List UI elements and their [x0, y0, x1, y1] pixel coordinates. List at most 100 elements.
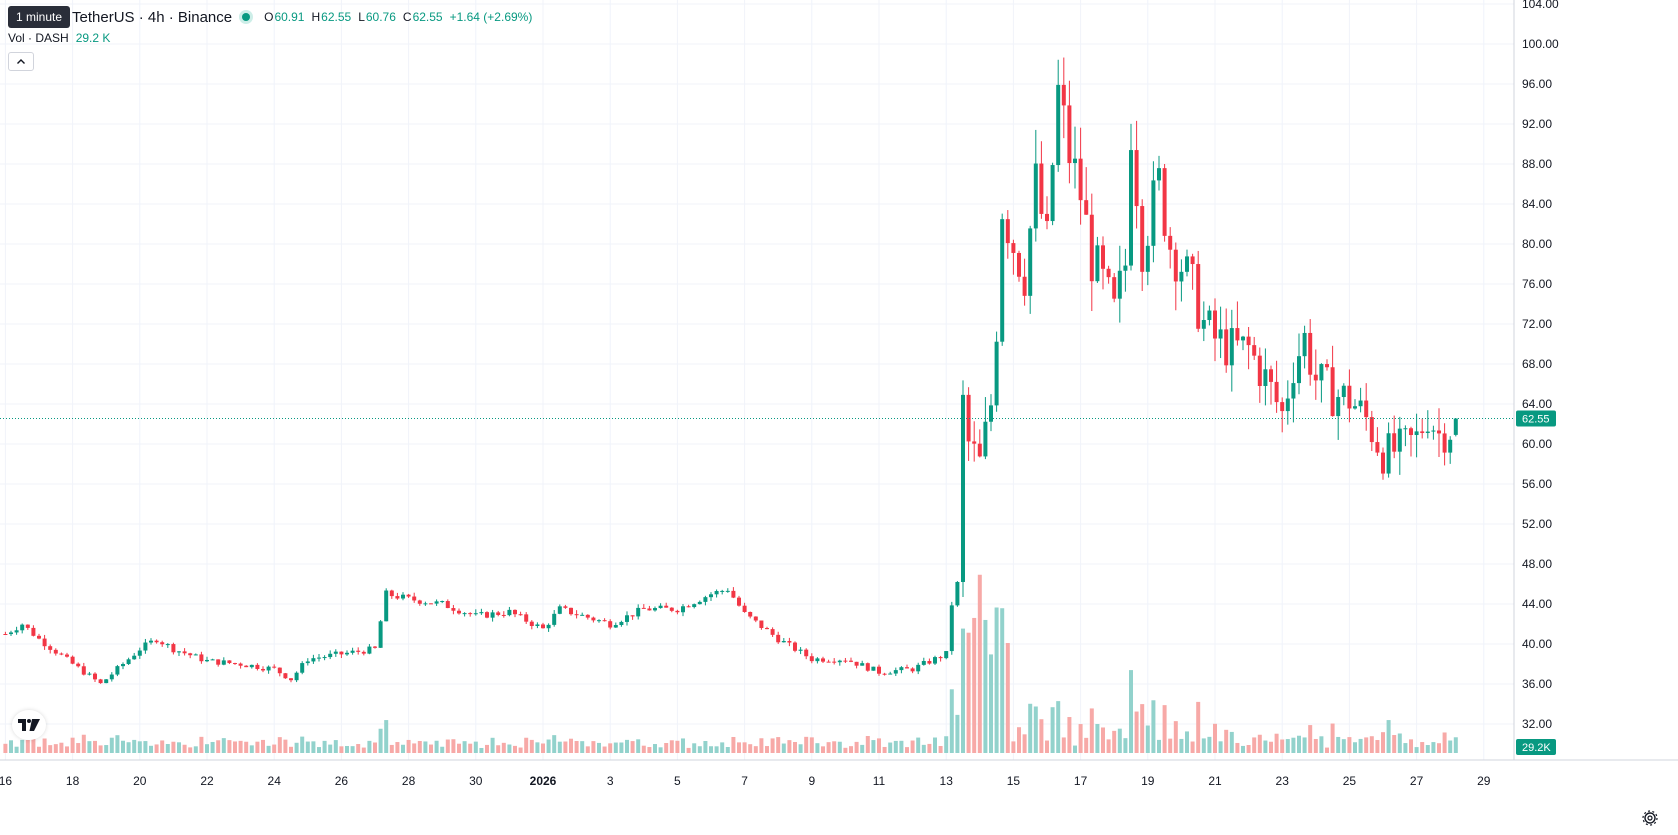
volume-bar [1381, 732, 1385, 753]
candle-body [1218, 329, 1223, 339]
volume-bar [1241, 745, 1245, 753]
volume-bar [177, 742, 181, 753]
candle-body [619, 621, 624, 626]
candle-body [776, 634, 781, 643]
volume-bar [1134, 711, 1139, 753]
candle-body [1375, 442, 1380, 453]
candle-body [70, 656, 75, 664]
candle-body [513, 609, 517, 615]
candle-body [165, 644, 170, 646]
candle-body [1313, 374, 1318, 381]
volume-bar [714, 746, 719, 753]
volume-bar [42, 738, 47, 753]
volume-bar [832, 741, 837, 753]
candle-body [182, 651, 187, 654]
candle-body [658, 605, 663, 609]
volume-bar [647, 747, 652, 753]
time-axis[interactable]: 16 18 20 22 24 26 28 30 2026 3 5 7 9 11 13 15 17 19 21 23 25… [0, 759, 1678, 788]
volume-bar [983, 619, 988, 753]
candle-body [249, 664, 254, 668]
volume-bar [333, 740, 338, 753]
candle-body [865, 663, 870, 671]
volume-bar [1129, 670, 1133, 753]
candle-body [669, 607, 674, 611]
candle-body [1420, 431, 1425, 433]
candle-body [104, 679, 109, 684]
volume-bar [311, 741, 316, 753]
volume-bar [1425, 745, 1430, 753]
candle-body [686, 606, 691, 608]
candle-body [193, 654, 198, 656]
candle-body [1280, 402, 1285, 412]
volume-bar [748, 744, 753, 753]
volume-bar [1067, 717, 1072, 753]
candle-body [1179, 271, 1184, 282]
candle-body [1341, 385, 1346, 398]
candle-body [451, 608, 456, 611]
volume-bar [1173, 721, 1178, 753]
volume-bar [1431, 742, 1436, 753]
price-tick-label: 80.00 [1522, 237, 1552, 251]
candle-body [109, 674, 114, 680]
candle-body [333, 651, 338, 654]
volume-bar [1285, 739, 1290, 753]
candle-body [149, 640, 153, 643]
volume-bar [849, 746, 853, 753]
candle-body [737, 597, 741, 606]
volume-bar [490, 737, 495, 753]
volume-bar [597, 742, 601, 753]
candle-body [636, 607, 641, 617]
volume-bar [121, 740, 125, 753]
tradingview-logo[interactable] [12, 710, 46, 740]
candle-body [1140, 206, 1145, 272]
candle-body [1241, 336, 1245, 341]
volume-bar [205, 744, 209, 753]
chevron-up-icon [17, 59, 25, 64]
candle-body [585, 614, 590, 618]
candle-body [1403, 428, 1408, 430]
candle-body [821, 658, 825, 662]
volume-bar [585, 746, 590, 753]
volume-bar [658, 747, 663, 753]
candle-body [1229, 328, 1234, 366]
candle-body [188, 653, 193, 656]
candle-body [787, 640, 792, 643]
candle-body [563, 606, 568, 608]
volume-bar [1308, 725, 1313, 753]
candle-body [345, 652, 349, 655]
volume-bar [1084, 737, 1089, 753]
interval-tooltip: 1 minute [8, 6, 71, 28]
volume-bar [132, 739, 137, 753]
candle-body [1246, 336, 1251, 346]
volume-label[interactable]: Vol · DASH [8, 31, 69, 45]
candle-body [524, 614, 529, 622]
volume-bar [1201, 738, 1206, 753]
volume-bar [1011, 741, 1016, 753]
candle-body [93, 673, 97, 680]
volume-bar [294, 742, 299, 753]
candle-body [1134, 150, 1139, 207]
candle-body [1425, 431, 1430, 433]
volume-bar [882, 746, 887, 753]
candle-body [417, 600, 422, 604]
volume-bar [1005, 643, 1010, 753]
candle-body [1045, 213, 1049, 222]
candle-body [339, 651, 344, 655]
candle-body [445, 601, 450, 609]
collapse-legend-button[interactable] [8, 52, 34, 71]
volume-bar [479, 747, 484, 753]
candle-body [53, 649, 58, 654]
volume-bar [199, 736, 204, 753]
gear-icon[interactable] [1642, 810, 1658, 826]
volume-bar [76, 743, 81, 753]
price-axis[interactable]: 104.00 100.00 96.00 92.00 88.00 84.00 80.00 76.… [1513, 0, 1559, 760]
candle-body [1369, 417, 1374, 443]
volume-bar [165, 744, 170, 753]
candle-body [429, 603, 433, 605]
candle-body [843, 660, 848, 662]
candle-body [1213, 310, 1217, 339]
volume-bar [227, 740, 232, 753]
symbol-title[interactable]: TetherUS · 4h · Binance [72, 8, 233, 26]
market-status-icon[interactable] [242, 13, 251, 21]
